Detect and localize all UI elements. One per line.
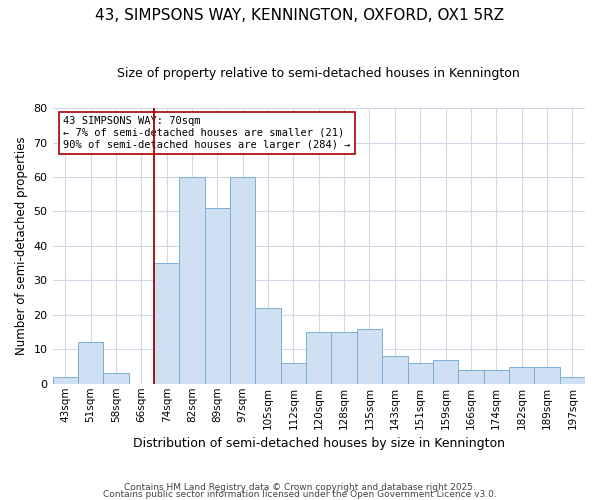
Text: Contains public sector information licensed under the Open Government Licence v3: Contains public sector information licen…: [103, 490, 497, 499]
Bar: [331, 332, 357, 384]
Text: 43 SIMPSONS WAY: 70sqm
← 7% of semi-detached houses are smaller (21)
90% of semi: 43 SIMPSONS WAY: 70sqm ← 7% of semi-deta…: [63, 116, 350, 150]
Bar: [205, 208, 230, 384]
Bar: [53, 377, 78, 384]
Bar: [281, 363, 306, 384]
Bar: [534, 366, 560, 384]
Bar: [484, 370, 509, 384]
Bar: [78, 342, 103, 384]
Bar: [407, 363, 433, 384]
Y-axis label: Number of semi-detached properties: Number of semi-detached properties: [15, 136, 28, 355]
Bar: [509, 366, 534, 384]
Bar: [458, 370, 484, 384]
Title: Size of property relative to semi-detached houses in Kennington: Size of property relative to semi-detach…: [118, 68, 520, 80]
Text: Contains HM Land Registry data © Crown copyright and database right 2025.: Contains HM Land Registry data © Crown c…: [124, 484, 476, 492]
Bar: [382, 356, 407, 384]
Bar: [357, 328, 382, 384]
Bar: [560, 377, 585, 384]
Bar: [230, 177, 256, 384]
X-axis label: Distribution of semi-detached houses by size in Kennington: Distribution of semi-detached houses by …: [133, 437, 505, 450]
Bar: [306, 332, 331, 384]
Text: 43, SIMPSONS WAY, KENNINGTON, OXFORD, OX1 5RZ: 43, SIMPSONS WAY, KENNINGTON, OXFORD, OX…: [95, 8, 505, 22]
Bar: [103, 374, 128, 384]
Bar: [154, 263, 179, 384]
Bar: [179, 177, 205, 384]
Bar: [256, 308, 281, 384]
Bar: [433, 360, 458, 384]
